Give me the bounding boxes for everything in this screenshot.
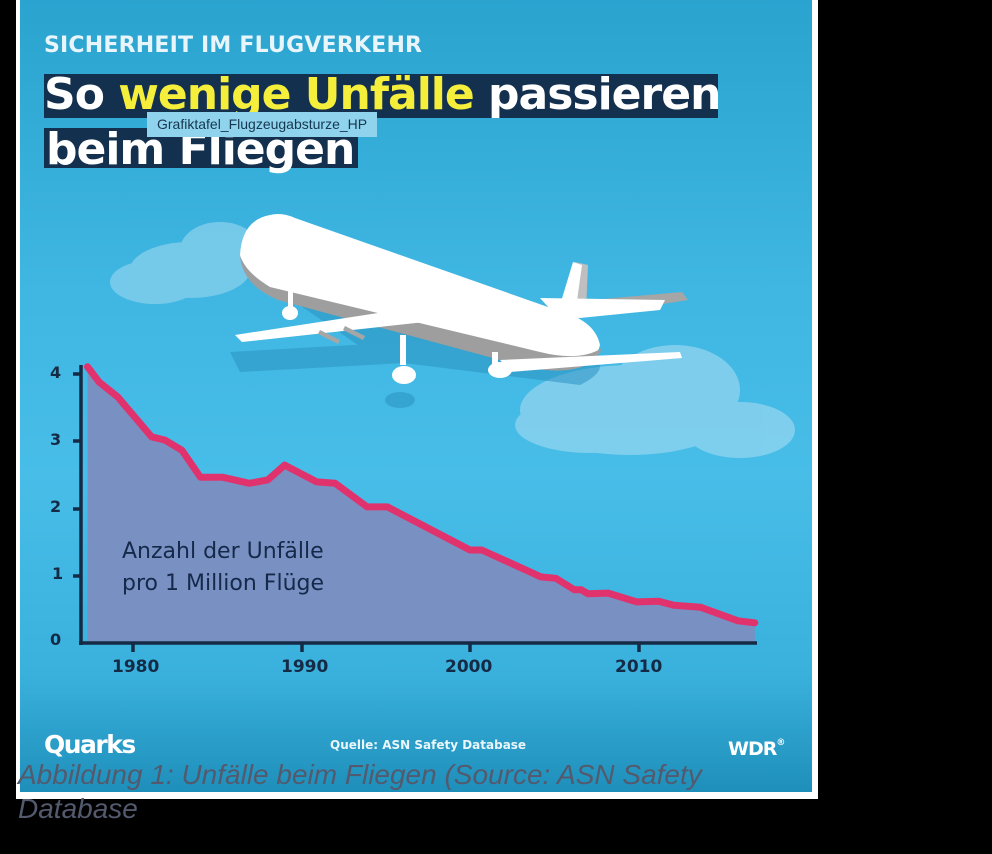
cloud-left <box>110 222 260 304</box>
title-line1: So wenige Unfälle passieren <box>44 67 721 123</box>
x-tick-2010: 2010 <box>615 657 663 677</box>
title-prefix: So <box>44 69 105 120</box>
title-highlight: wenige Unfälle <box>118 69 474 120</box>
image-tooltip: Grafiktafel_Flugzeugabsturze_HP <box>147 112 378 137</box>
quarks-logo: Quarks <box>44 730 136 759</box>
x-tick-1990: 1990 <box>281 657 329 677</box>
figure-caption: Abbildung 1: Unfälle beim Fliegen (Sourc… <box>18 759 702 824</box>
y-tick-4: 4 <box>50 363 62 382</box>
chart-axes <box>73 365 757 652</box>
y-tick-2: 2 <box>50 497 62 516</box>
source-note: Quelle: ASN Safety Database <box>330 738 527 752</box>
series-label-line1: Anzahl der Unfälle <box>122 539 324 564</box>
title-suffix: passieren <box>488 69 721 120</box>
registered-mark: ® <box>776 738 786 748</box>
chart-area-fill <box>87 366 755 643</box>
infographic-panel: SICHERHEIT IM FLUGVERKEHR So wenige Unfä… <box>20 0 812 792</box>
chart-series-line <box>84 363 759 627</box>
x-tick-1980: 1980 <box>112 657 160 677</box>
title-bar-line1 <box>44 74 718 118</box>
y-tick-1: 1 <box>52 564 64 583</box>
series-label-line2: pro 1 Million Flüge <box>122 571 325 596</box>
series-label: Anzahl der Unfälle pro 1 Million Flüge <box>122 536 324 600</box>
airplane-icon <box>235 214 688 384</box>
illustration-and-chart <box>73 214 795 652</box>
wdr-logo: WDR® <box>728 738 785 760</box>
x-tick-2000: 2000 <box>445 657 493 677</box>
y-tick-3: 3 <box>50 430 62 449</box>
y-tick-0: 0 <box>50 630 62 649</box>
kicker-heading: SICHERHEIT IM FLUGVERKEHR <box>44 33 423 58</box>
wdr-logo-text: WDR <box>728 738 777 760</box>
cloud-right <box>515 345 795 458</box>
